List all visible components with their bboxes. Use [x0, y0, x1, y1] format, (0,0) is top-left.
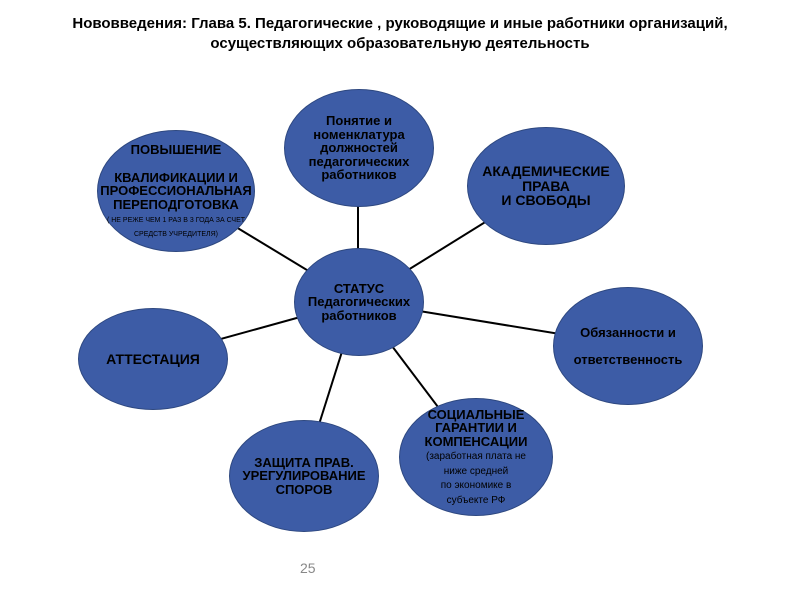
node-defense-label: ЗАЩИТА ПРАВ. УРЕГУЛИРОВАНИЕ СПОРОВ	[230, 456, 378, 497]
node-center-label: СТАТУС Педагогических работников	[295, 282, 423, 323]
node-duties-label: Обязанности и ответственность	[574, 326, 683, 367]
node-rights: АКАДЕМИЧЕСКИЕ ПРАВА И СВОБОДЫ	[467, 127, 625, 245]
page-title: Нововведения: Глава 5. Педагогические , …	[50, 14, 750, 53]
node-duties: Обязанности и ответственность	[553, 287, 703, 405]
diagram-canvas: Нововведения: Глава 5. Педагогические , …	[0, 0, 800, 600]
node-attest-label: АТТЕСТАЦИЯ	[106, 352, 200, 367]
node-social: СОЦИАЛЬНЫЕ ГАРАНТИИ И КОМПЕНСАЦИИ(зарабо…	[399, 398, 553, 516]
node-qualif: ПОВЫШЕНИЕ КВАЛИФИКАЦИИ И ПРОФЕССИОНАЛЬНА…	[97, 130, 255, 252]
node-concept: Понятие и номенклатура должностей педаго…	[284, 89, 434, 207]
node-rights-label: АКАДЕМИЧЕСКИЕ ПРАВА И СВОБОДЫ	[468, 164, 624, 208]
node-social-label: СОЦИАЛЬНЫЕ ГАРАНТИИ И КОМПЕНСАЦИИ(зарабо…	[400, 408, 552, 507]
node-concept-label: Понятие и номенклатура должностей педаго…	[285, 114, 433, 182]
node-defense: ЗАЩИТА ПРАВ. УРЕГУЛИРОВАНИЕ СПОРОВ	[229, 420, 379, 532]
page-number: 25	[300, 560, 316, 576]
node-center: СТАТУС Педагогических работников	[294, 248, 424, 356]
node-attest: АТТЕСТАЦИЯ	[78, 308, 228, 410]
node-qualif-label: ПОВЫШЕНИЕ КВАЛИФИКАЦИИ И ПРОФЕССИОНАЛЬНА…	[98, 143, 254, 238]
